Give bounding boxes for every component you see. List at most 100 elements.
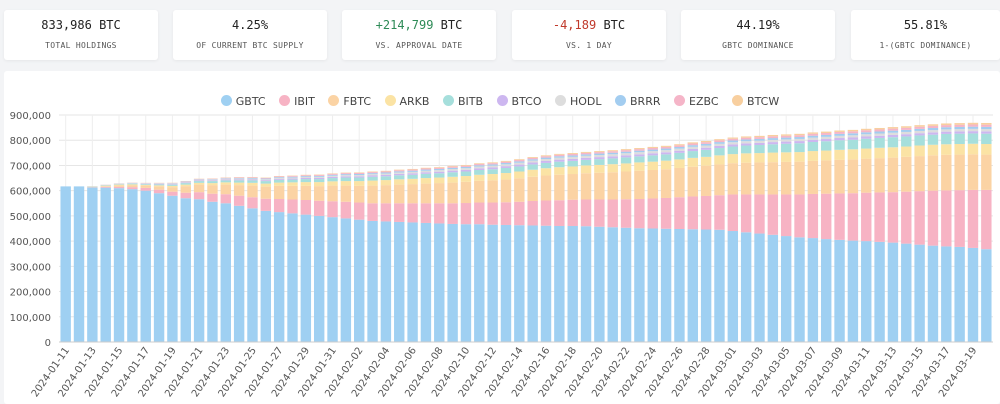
stat-card-vs-approval: +214,799 BTC VS. APPROVAL DATE	[342, 10, 496, 60]
bar-segment-arkb	[153, 185, 165, 187]
bar-segment-fbtc	[193, 184, 205, 193]
bar-segment-arkb	[180, 184, 191, 187]
bar-segment-hodl	[193, 179, 205, 181]
bar-segment-gbtc	[380, 221, 392, 342]
legend-swatch	[328, 95, 340, 106]
bar-segment-bitb	[580, 159, 592, 166]
bar-segment-arkb	[567, 166, 578, 175]
bar-segment-bitb	[514, 166, 525, 172]
bar-segment-btcw	[821, 131, 832, 134]
bar-segment-btcw	[580, 151, 592, 153]
bar-segment-btco	[193, 180, 205, 182]
bar-segment-hodl	[380, 173, 392, 175]
bar-segment-ibit	[834, 193, 845, 240]
bar-segment-gbtc	[207, 201, 218, 342]
bar-segment-gbtc	[700, 229, 712, 342]
bar-segment-btcw	[700, 141, 712, 143]
bar-segment-arkb	[193, 182, 205, 185]
bar-segment-hodl	[647, 151, 658, 154]
bar-segment-btcw	[674, 144, 685, 146]
legend-item-gbtc[interactable]: GBTC	[220, 95, 266, 108]
bar-segment-fbtc	[300, 185, 312, 200]
bar-segment-gbtc	[474, 224, 485, 342]
bar-segment-btcw	[847, 129, 859, 132]
bar-segment-arkb	[981, 144, 992, 155]
legend-item-hodl[interactable]: HODL	[554, 95, 602, 108]
stat-card-btc-supply: 4.25% OF CURRENT BTC SUPPLY	[173, 10, 327, 60]
stat-card-gbtc-dominance: 44.19% GBTC DOMINANCE	[681, 10, 835, 60]
bar-segment-bitb	[540, 162, 552, 169]
bar-segment-btco	[247, 179, 258, 181]
bar-segment-ezbc	[540, 156, 552, 158]
stat-number: 44.19%	[736, 18, 780, 32]
legend-item-ezbc[interactable]: EZBC	[674, 95, 719, 108]
bar-segment-ezbc	[554, 154, 565, 157]
bar-segment-fbtc	[674, 167, 685, 198]
bar-segment-gbtc	[901, 243, 912, 342]
bar-segment-bitb	[914, 135, 925, 146]
bar-segment-arkb	[687, 157, 698, 167]
bar-segment-bitb	[287, 179, 298, 183]
bar-segment-ibit	[233, 195, 245, 206]
bar-segment-hodl	[340, 175, 352, 177]
bar-segment-arkb	[861, 148, 872, 159]
legend-item-btco[interactable]: BTCO	[496, 95, 541, 108]
bar-segment-btco	[674, 150, 685, 153]
bar-segment-gbtc	[887, 242, 899, 342]
bar-segment-bitb	[260, 181, 272, 184]
bar-segment-hodl	[874, 133, 885, 136]
bar-segment-btcw	[474, 163, 485, 165]
legend-swatch	[732, 95, 744, 106]
bar-segment-arkb	[500, 173, 512, 180]
bar-segment-fbtc	[821, 160, 832, 194]
bar-segment-fbtc	[514, 178, 525, 202]
bar-segment-hodl	[407, 171, 418, 174]
bar-segment-arkb	[607, 164, 618, 173]
legend-item-btcw[interactable]: BTCW	[732, 95, 779, 108]
legend-item-bitb[interactable]: BITB	[442, 95, 483, 108]
bar-segment-btco	[207, 180, 218, 182]
bar-segment-brrr	[647, 149, 658, 152]
legend-item-ibit[interactable]: IBIT	[279, 95, 315, 108]
bar-segment-hodl	[767, 139, 779, 143]
bar-segment-hodl	[700, 145, 712, 148]
bar-segment-arkb	[407, 178, 418, 185]
legend-item-brrr[interactable]: BRRR	[615, 95, 661, 108]
legend-label: ARKB	[399, 95, 430, 108]
bar-segment-btco	[220, 179, 231, 181]
bar-segment-arkb	[794, 152, 805, 162]
legend-label: HODL	[569, 95, 602, 108]
bar-segment-fbtc	[313, 186, 325, 201]
bar-segment-arkb	[380, 180, 392, 186]
bar-segment-arkb	[901, 146, 912, 157]
bar-segment-ezbc	[714, 140, 725, 143]
bar-segment-btco	[981, 131, 992, 134]
bar-segment-ibit	[167, 191, 178, 196]
bar-segment-ezbc	[594, 152, 605, 154]
bar-segment-bitb	[300, 179, 312, 183]
bar-segment-ibit	[287, 199, 298, 214]
bar-segment-gbtc	[941, 246, 952, 342]
bar-segment-bitb	[527, 164, 538, 170]
bar-segment-ibit	[967, 189, 979, 248]
bar-segment-ezbc	[420, 168, 432, 170]
bar-segment-ibit	[153, 189, 165, 194]
bar-segment-arkb	[113, 184, 125, 186]
bar-segment-bitb	[100, 185, 111, 186]
bar-segment-btcw	[354, 172, 365, 173]
stat-unit: BTC	[440, 18, 463, 32]
bar-segment-fbtc	[647, 169, 658, 199]
bar-segment-fbtc	[861, 158, 872, 193]
bar-segment-fbtc	[981, 154, 992, 190]
legend-item-arkb[interactable]: ARKB	[384, 95, 430, 108]
bar-segment-ezbc	[447, 166, 458, 168]
bar-segment-gbtc	[367, 220, 378, 342]
bar-segment-ibit	[580, 199, 592, 227]
bar-segment-fbtc	[100, 186, 111, 187]
legend-item-fbtc[interactable]: FBTC	[328, 95, 371, 108]
bar-segment-btco	[233, 179, 245, 181]
bar-segment-gbtc	[634, 228, 645, 342]
bar-segment-fbtc	[887, 157, 899, 193]
bar-segment-btcw	[981, 122, 992, 125]
bar-segment-brrr	[474, 165, 485, 167]
